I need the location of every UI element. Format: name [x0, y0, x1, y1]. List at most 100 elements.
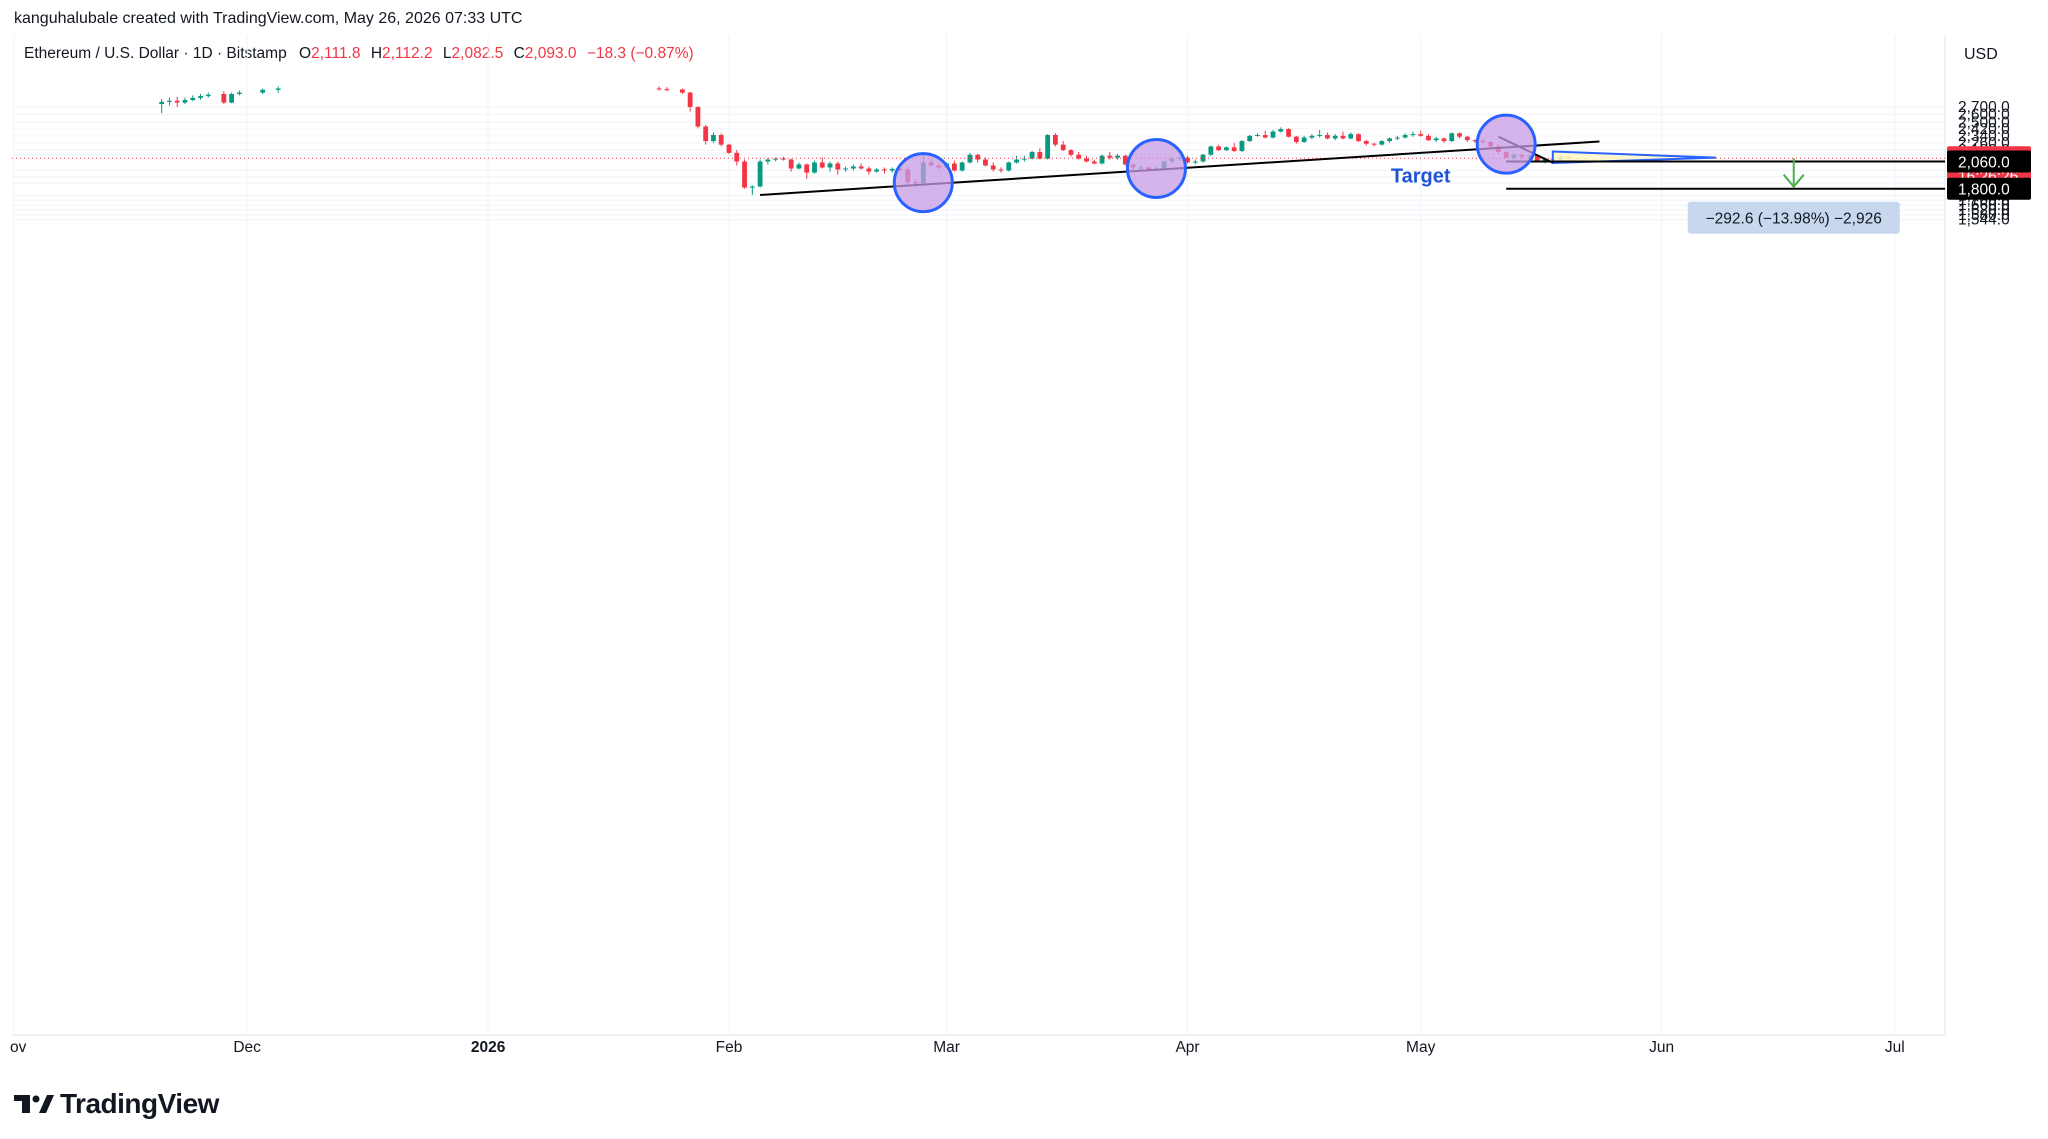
- candle-body: [1449, 133, 1455, 142]
- candle-body: [796, 164, 802, 169]
- candle: [858, 163, 864, 170]
- candle: [975, 153, 981, 163]
- candle: [1371, 142, 1377, 147]
- price-chart[interactable]: −292.6 (−13.98%) −2,926 Target 2,700.02,6…: [0, 0, 2048, 1085]
- candlestick-series: [159, 86, 1571, 195]
- candle-body: [850, 166, 856, 169]
- candle: [1387, 137, 1393, 143]
- candle-body: [1231, 147, 1237, 152]
- candle-body: [866, 168, 872, 172]
- candle-body: [190, 97, 196, 101]
- close-value: 2,093.0: [524, 45, 577, 62]
- price-axis: 2,700.02,600.02,500.02,420.02,340.02,260…: [1947, 99, 2031, 229]
- candle: [1293, 135, 1299, 144]
- candle: [843, 166, 848, 172]
- candle-body: [819, 162, 825, 168]
- time-tick-label: Feb: [716, 1039, 743, 1056]
- candle-body: [1045, 134, 1051, 159]
- candle: [695, 106, 701, 129]
- candle: [1356, 133, 1361, 142]
- candle-body: [882, 169, 887, 171]
- tradingview-wordmark: TradingView: [60, 1088, 219, 1119]
- candle-body: [1084, 158, 1089, 162]
- candle-body: [1301, 137, 1307, 142]
- candle-body: [874, 169, 880, 172]
- candle-body: [1464, 136, 1470, 141]
- candle: [1340, 131, 1346, 140]
- candle-body: [1394, 137, 1400, 139]
- candle: [1278, 127, 1284, 133]
- candle-body: [1402, 134, 1408, 138]
- candle: [990, 162, 996, 172]
- candle: [656, 86, 662, 91]
- candle-body: [1278, 129, 1284, 132]
- candle: [159, 98, 165, 114]
- candle: [198, 93, 203, 100]
- candle-body: [1115, 155, 1120, 158]
- candle: [1363, 140, 1369, 146]
- candle-body: [1356, 134, 1361, 142]
- open-value: 2,111.8: [311, 45, 361, 62]
- candle: [275, 86, 281, 93]
- candle-body: [1332, 135, 1338, 139]
- candle: [1091, 159, 1097, 165]
- price-tick-label: 2,600.0: [1958, 107, 2010, 124]
- level-price-value: 2,060.0: [1958, 155, 2010, 172]
- candle-body: [1340, 135, 1346, 139]
- tradingview-logo[interactable]: TradingView: [14, 1088, 219, 1120]
- candle: [221, 91, 227, 105]
- candle: [1068, 149, 1074, 157]
- candle-body: [182, 100, 188, 103]
- candle: [757, 159, 763, 188]
- candle-body: [656, 88, 662, 90]
- candle-body: [1068, 150, 1074, 155]
- price-tick-label: 2,500.0: [1958, 115, 2010, 132]
- candle: [711, 132, 716, 143]
- candle-body: [718, 134, 724, 145]
- candle-body: [742, 161, 747, 188]
- candle-body: [998, 169, 1004, 171]
- target-label: Target: [1391, 166, 1451, 188]
- currency-selector[interactable]: USD: [1964, 46, 1998, 63]
- low-label: L: [442, 45, 452, 62]
- candle: [850, 164, 856, 171]
- candle: [679, 88, 685, 94]
- candle-body: [788, 159, 794, 169]
- candle-body: [1410, 134, 1416, 136]
- candle-body: [1255, 134, 1260, 136]
- candle: [1410, 131, 1416, 137]
- candle: [780, 156, 786, 161]
- candle-body: [1270, 131, 1276, 138]
- candle: [951, 160, 957, 172]
- candle-body: [679, 89, 685, 93]
- symbol-name[interactable]: Ethereum / U.S. Dollar · 1D · Bitstamp: [24, 45, 287, 62]
- candle-body: [275, 88, 281, 90]
- candle: [1037, 148, 1043, 160]
- candle-body: [174, 100, 180, 103]
- chart-grid: [12, 35, 1946, 1036]
- candle: [788, 158, 794, 172]
- high-value: 2,112.2: [382, 45, 433, 62]
- candle-body: [1014, 159, 1019, 163]
- candle: [1107, 151, 1113, 160]
- candle-body: [1363, 141, 1369, 144]
- candle: [998, 167, 1004, 173]
- time-tick-label: ov: [10, 1039, 27, 1056]
- candle: [1014, 155, 1019, 164]
- candle: [1286, 128, 1291, 138]
- candle: [749, 185, 755, 195]
- candle: [1185, 155, 1190, 164]
- candle-body: [835, 163, 841, 170]
- candle-body: [167, 100, 172, 102]
- candle-body: [1426, 135, 1431, 141]
- candle: [1262, 130, 1268, 139]
- candle: [718, 133, 724, 147]
- time-tick-label: Jul: [1885, 1039, 1905, 1056]
- symbol-legend: Ethereum / U.S. Dollar · 1D · Bitstamp O…: [24, 45, 700, 63]
- candle: [1433, 136, 1439, 142]
- candle: [1325, 132, 1330, 140]
- candle: [882, 167, 887, 174]
- candle-body: [695, 107, 701, 127]
- candle: [1122, 154, 1128, 166]
- candle-body: [1441, 138, 1447, 142]
